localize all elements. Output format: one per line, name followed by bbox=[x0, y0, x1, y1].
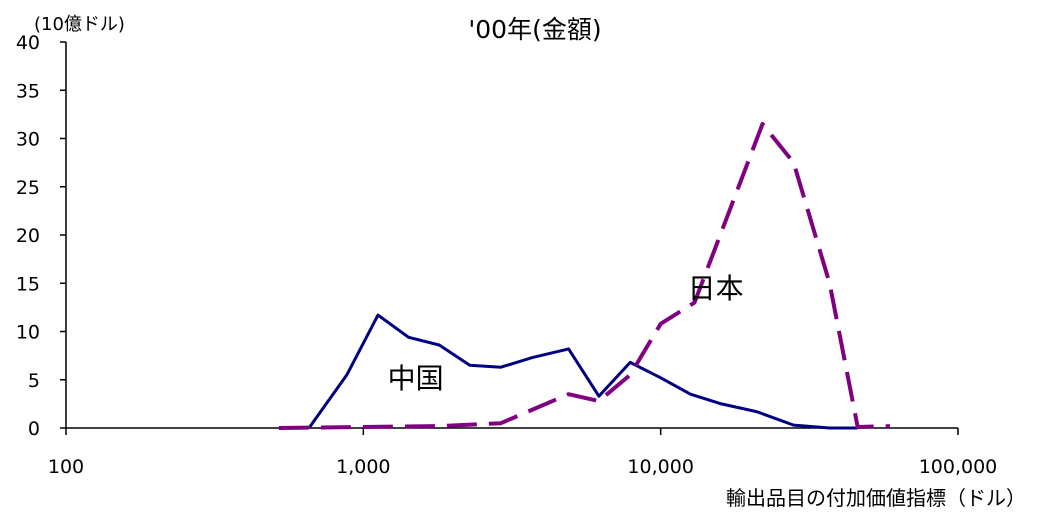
y-tick-label: 40 bbox=[16, 32, 40, 54]
y-tick-label: 0 bbox=[28, 418, 40, 440]
annotations: 中国 日本 bbox=[388, 272, 744, 395]
series-annotation: 日本 bbox=[688, 272, 744, 305]
y-tick-label: 20 bbox=[16, 225, 40, 247]
y-tick-label: 15 bbox=[16, 273, 40, 295]
series-lines bbox=[278, 122, 890, 430]
y-axis-label: (10億ドル) bbox=[34, 14, 125, 35]
y-tick-label: 10 bbox=[16, 322, 40, 344]
chart-title: '00年(金額) bbox=[468, 15, 601, 44]
y-tick-label: 30 bbox=[16, 129, 40, 151]
x-axis-label: 輸出品目の付加価値指標（ドル） bbox=[726, 486, 1026, 510]
x-tick-label: 100 bbox=[48, 456, 84, 478]
series-line-china bbox=[308, 313, 858, 430]
y-tick-label: 5 bbox=[28, 370, 40, 392]
x-tick-label: 1,000 bbox=[336, 456, 390, 478]
y-tick-label: 25 bbox=[16, 177, 40, 199]
series-annotation: 中国 bbox=[388, 362, 444, 395]
x-tick-label: 100,000 bbox=[919, 456, 998, 478]
y-tick-label: 35 bbox=[16, 80, 40, 102]
axes: 0 5 10 15 20 25 30 35 40 100 1,000 10,000 100,000 bbox=[16, 32, 997, 478]
x-tick-label: 10,000 bbox=[627, 456, 693, 478]
series-line-japan bbox=[278, 122, 890, 430]
